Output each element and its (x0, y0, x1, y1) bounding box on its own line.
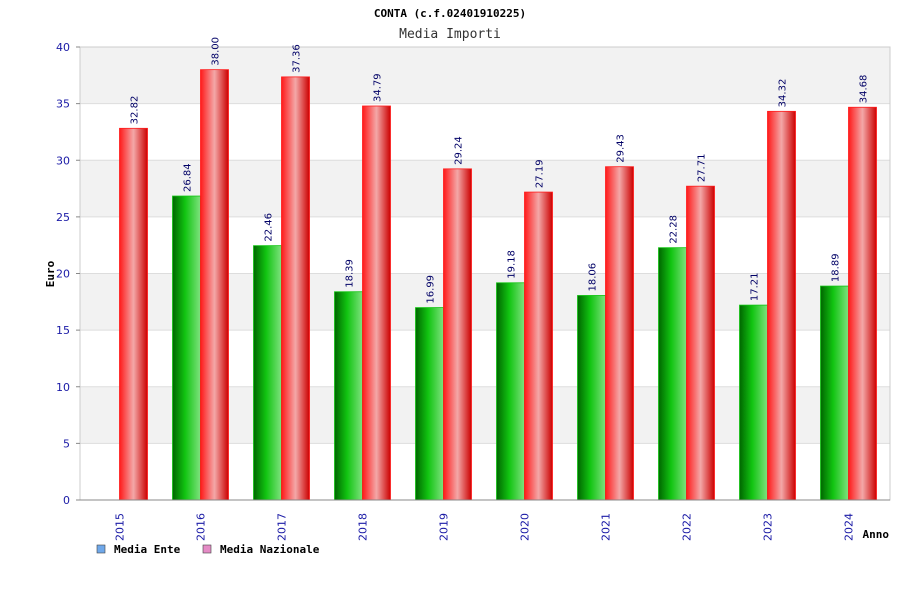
bar-media-nazionale-2022 (686, 185, 715, 501)
x-tick-label-2023: 2023 (762, 513, 775, 541)
y-tick-label: 15 (56, 324, 70, 337)
data-label-media-ente-2016: 26.84 (183, 163, 194, 192)
legend-swatch-media-nazionale (202, 544, 212, 554)
bar-media-nazionale-2020 (524, 191, 553, 501)
y-tick-label: 25 (56, 211, 70, 224)
data-label-media-nazionale-2024: 34.68 (859, 75, 870, 104)
y-axis-label: Euro (44, 260, 57, 287)
x-tick-label-2022: 2022 (681, 513, 694, 541)
y-tick-label: 10 (56, 381, 70, 394)
bar-media-ente-2017 (253, 245, 282, 501)
bar-media-ente-2022 (658, 247, 687, 501)
y-tick-label: 5 (63, 437, 70, 450)
bar-media-nazionale-2017 (281, 76, 310, 501)
data-label-media-ente-2019: 16.99 (426, 275, 437, 304)
bar-media-nazionale-2018 (362, 105, 391, 501)
legend-label-media-ente: Media Ente (114, 543, 181, 556)
x-tick-label-2015: 2015 (114, 513, 127, 541)
y-tick-label: 30 (56, 154, 70, 167)
bars (119, 69, 877, 501)
x-tick-label-2018: 2018 (357, 513, 370, 541)
data-label-media-nazionale-2023: 34.32 (778, 79, 789, 108)
chart-title: CONTA (c.f.02401910225) (374, 7, 526, 20)
data-label-media-nazionale-2017: 37.36 (292, 44, 303, 73)
data-label-media-nazionale-2021: 29.43 (616, 134, 627, 163)
data-label-media-nazionale-2016: 38.00 (211, 37, 222, 66)
data-label-media-ente-2024: 18.89 (831, 253, 842, 282)
data-label-media-ente-2022: 22.28 (669, 215, 680, 244)
x-axis-label: Anno (863, 528, 890, 541)
bar-media-ente-2016 (172, 195, 201, 501)
x-tick-label-2017: 2017 (276, 513, 289, 541)
data-label-media-ente-2020: 19.18 (507, 250, 518, 279)
bar-media-nazionale-2019 (443, 168, 472, 501)
data-labels: 32.82 26.84 38.00 22.46 37.36 18.39 34.79 16.99… (130, 37, 870, 304)
x-tick-label-2021: 2021 (600, 513, 613, 541)
y-tick-label: 0 (63, 494, 70, 507)
x-tick-label-2024: 2024 (843, 513, 856, 541)
y-tick-label: 35 (56, 98, 70, 111)
y-tick-label: 40 (56, 41, 70, 54)
bar-media-ente-2024 (820, 285, 849, 501)
data-label-media-nazionale-2015: 32.82 (130, 96, 141, 125)
bar-media-nazionale-2023 (767, 110, 796, 501)
data-label-media-nazionale-2019: 29.24 (454, 136, 465, 165)
x-tick-label-2020: 2020 (519, 513, 532, 541)
bar-media-ente-2021 (577, 295, 606, 501)
x-tick-label-2016: 2016 (195, 513, 208, 541)
data-label-media-nazionale-2022: 27.71 (697, 154, 708, 183)
legend-label-media-nazionale: Media Nazionale (220, 543, 320, 556)
data-label-media-ente-2017: 22.46 (264, 213, 275, 242)
bar-media-ente-2020 (496, 282, 525, 501)
y-axis-ticks: 0 5 10 15 20 25 30 35 40 (56, 41, 80, 507)
data-label-media-nazionale-2018: 34.79 (373, 73, 384, 102)
data-label-media-ente-2021: 18.06 (588, 263, 599, 292)
bar-media-ente-2019 (415, 307, 444, 501)
bar-media-ente-2018 (334, 291, 363, 501)
chart-subtitle: Media Importi (399, 27, 501, 42)
bar-media-nazionale-2024 (848, 106, 877, 501)
y-tick-label: 20 (56, 268, 70, 281)
legend: Media Ente Media Nazionale (96, 543, 320, 556)
data-label-media-ente-2018: 18.39 (345, 259, 356, 288)
bar-media-nazionale-2021 (605, 166, 634, 501)
bar-media-nazionale-2015 (119, 127, 148, 501)
legend-swatch-media-ente (96, 544, 106, 554)
bar-media-ente-2023 (739, 304, 768, 501)
x-axis-ticks: 2015 2016 2017 2018 2019 2020 2021 2022 2023 2024 (114, 513, 856, 541)
data-label-media-ente-2023: 17.21 (750, 272, 761, 301)
x-tick-label-2019: 2019 (438, 513, 451, 541)
data-label-media-nazionale-2020: 27.19 (535, 159, 546, 188)
bar-media-nazionale-2016 (200, 69, 229, 501)
